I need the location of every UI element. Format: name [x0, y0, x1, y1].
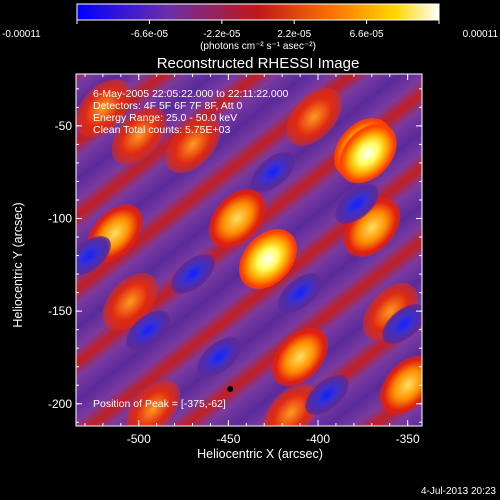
colorbar-tick-label: -0.00011 [2, 29, 41, 40]
colorbar-tick-label: 6.6e-05 [350, 29, 384, 40]
y-tick-label: -100 [48, 212, 72, 226]
y-tick-label: -150 [48, 304, 72, 318]
x-tick-label: -400 [306, 432, 330, 446]
chart-title: Reconstructed RHESSI Image [157, 55, 360, 72]
x-axis-label: Heliocentric X (arcsec) [197, 447, 323, 461]
colorbar-tick-label: -2.2e-05 [203, 29, 241, 40]
colorbar-units-label: (photons cm⁻² s⁻¹ asec⁻²) [200, 41, 316, 52]
x-tick-label: -350 [396, 432, 420, 446]
colorbar-ticks: -0.00011 -6.6e-05 -2.2e-05 2.2e-05 6.6e-05 0.… [2, 20, 498, 40]
y-tick-label: -50 [55, 119, 73, 133]
colorbar-tick-label: 0.00011 [463, 29, 499, 40]
footer-timestamp: 4-Jul-2013 20:23 [421, 486, 496, 497]
annotation-detectors: Detectors: 4F 5F 6F 7F 8F, Att 0 [93, 100, 243, 112]
image-area [76, 74, 422, 426]
annotation-peak-position: Position of Peak = [-375,-62] [93, 398, 226, 410]
annotation-clean-counts: Clean Total counts: 5.75E+03 [93, 124, 230, 136]
plot-frame [75, 73, 423, 427]
x-axis-ticks: -500 -450 -400 -350 [84, 74, 420, 446]
y-axis-label: Heliocentric Y (arcsec) [11, 202, 25, 327]
marker-point [227, 385, 234, 392]
y-tick-label: -200 [48, 397, 72, 411]
annotation-energy-range: Energy Range: 25.0 - 50.0 keV [93, 112, 237, 124]
x-tick-label: -500 [127, 432, 151, 446]
y-axis-ticks: -50 -100 -150 -200 [48, 88, 422, 423]
colorbar [76, 3, 440, 21]
colorbar-tick-label: 2.2e-05 [277, 29, 311, 40]
annotation-time-range: 6-May-2005 22:05:22.000 to 22:11:22.000 [93, 88, 289, 100]
x-tick-label: -450 [216, 432, 240, 446]
colorbar-tick-label: -6.6e-05 [131, 29, 169, 40]
